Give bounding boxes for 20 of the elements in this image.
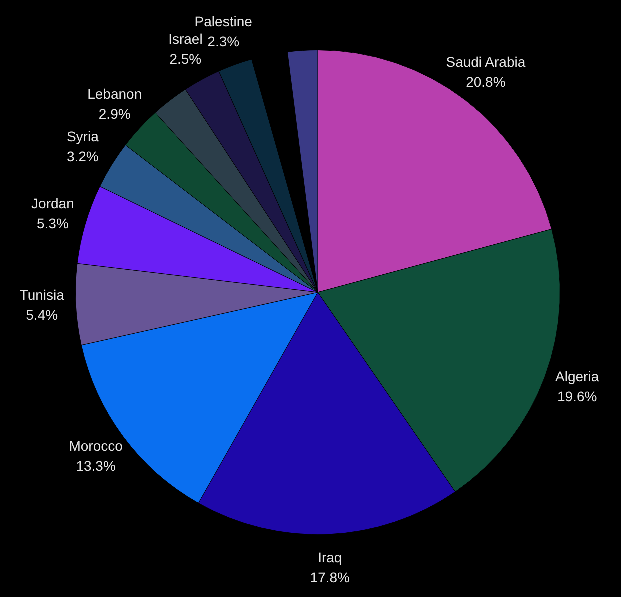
slice-label: Syria (66, 128, 100, 144)
data-label: 2.5% (170, 50, 202, 67)
data-label: 19.6% (557, 388, 598, 405)
data-label: 13.3% (76, 458, 116, 474)
data-label: 20.8% (466, 74, 506, 90)
data-label: 17.8% (310, 569, 350, 586)
slice-label: Lebanon (88, 86, 142, 102)
slice-label: Tunisia (20, 287, 65, 304)
slice-label: Morocco (69, 438, 124, 454)
slice-label: Saudi Arabia (446, 54, 526, 70)
data-label: 2.3% (208, 34, 240, 50)
slice-label: Israel (168, 30, 203, 47)
data-label: 5.4% (26, 307, 58, 324)
data-label: 5.3% (37, 215, 69, 232)
slice-label: Algeria (556, 368, 600, 385)
slice-label: Jordan (32, 195, 74, 212)
data-label: 2.9% (98, 106, 131, 122)
slice-label: Iraq (318, 549, 342, 566)
data-label: 3.2% (66, 148, 99, 164)
slice-label: Palestine (194, 14, 253, 30)
